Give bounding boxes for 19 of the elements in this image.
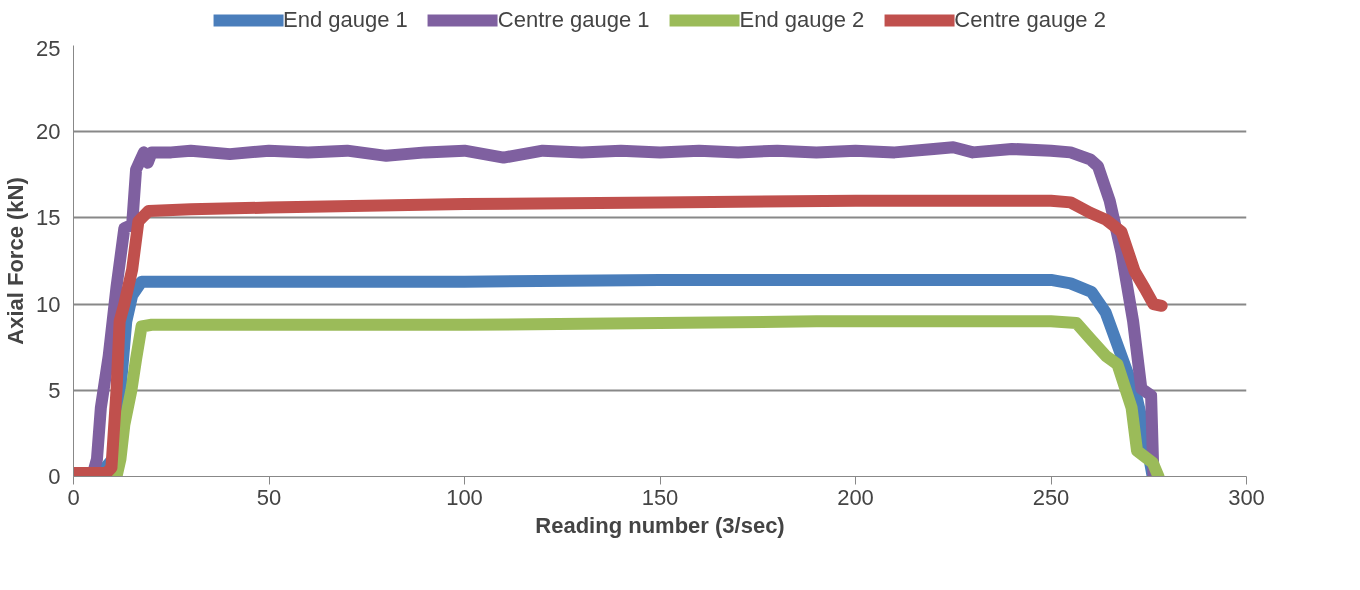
legend-label: End gauge 1 — [283, 7, 408, 33]
y-tick-label: 0 — [48, 464, 61, 489]
x-axis-title: Reading number (3/sec) — [535, 512, 785, 538]
y-axis-title: Axial Force (kN) — [3, 177, 29, 345]
legend-label: Centre gauge 1 — [497, 7, 650, 33]
y-tick-label: 25 — [36, 35, 61, 61]
x-tick-label: 100 — [446, 484, 483, 510]
y-tick-label: 10 — [36, 291, 61, 317]
y-tick-label: 20 — [36, 119, 61, 145]
x-tick-label: 200 — [837, 484, 874, 510]
x-tick-label: 150 — [641, 484, 679, 510]
legend-label: Centre gauge 2 — [954, 7, 1106, 33]
x-tick-label: 250 — [1032, 484, 1070, 510]
y-tick-label: 15 — [36, 205, 61, 231]
legend-label: End gauge 2 — [739, 7, 865, 33]
x-tick-label: 0 — [67, 484, 80, 510]
x-tick-label: 50 — [256, 484, 282, 510]
y-tick-label: 5 — [48, 377, 61, 403]
x-tick-label: 300 — [1228, 484, 1265, 510]
